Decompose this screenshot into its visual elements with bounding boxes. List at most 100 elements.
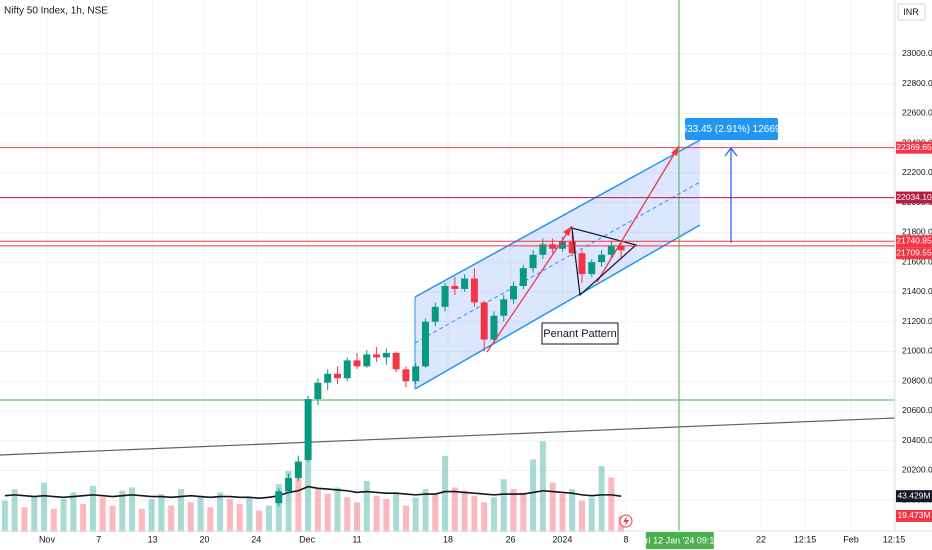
- volume-bar: [344, 497, 351, 532]
- y-tick-label: 21200.00: [902, 316, 932, 326]
- candle-body: [431, 306, 439, 322]
- volume-bar: [588, 497, 595, 532]
- x-tick-label: 24: [251, 534, 261, 544]
- price-label: 22369.65: [896, 142, 932, 152]
- candle-body: [470, 278, 478, 303]
- y-tick-label: 20200.00: [902, 465, 932, 475]
- volume-box: [896, 509, 932, 522]
- candles: [275, 232, 625, 507]
- x-tick-label: 11: [352, 534, 361, 544]
- x-tick-label: 13: [148, 534, 158, 544]
- volume-bar: [432, 494, 439, 532]
- y-tick-label: 21400.00: [902, 286, 932, 296]
- volume-bar: [50, 508, 57, 532]
- volume-bar: [608, 477, 615, 532]
- volume-bar: [89, 485, 96, 532]
- x-tick-label: 12:15: [794, 534, 817, 544]
- volume-bar: [530, 459, 537, 532]
- candle-body: [578, 253, 586, 275]
- volume-bar: [500, 479, 507, 532]
- candle-body: [480, 302, 488, 340]
- volume-bar: [354, 502, 361, 532]
- candle-body: [617, 245, 625, 251]
- crosshair-box: [645, 532, 714, 549]
- candle-body: [588, 262, 596, 275]
- candle-body: [490, 315, 498, 340]
- volume-bar: [481, 502, 488, 532]
- arrow-head: [563, 226, 572, 236]
- trend-line: [0, 417, 896, 456]
- volume-ma-label: 43.429M: [897, 490, 930, 500]
- volume-bar: [207, 507, 214, 532]
- volume-bar: [393, 492, 400, 532]
- volume-ma: [4, 485, 622, 499]
- volume-bar: [80, 503, 87, 532]
- channel-mid: [414, 181, 701, 344]
- volume-bar: [217, 492, 224, 532]
- measure-box: [685, 118, 778, 140]
- pattern-label: Penant Pattern: [543, 328, 616, 340]
- candle-body: [529, 254, 537, 269]
- y-tick-label: 22600.00: [902, 108, 932, 118]
- volume-bar: [569, 489, 576, 532]
- volume-bar: [236, 503, 243, 532]
- volume-bar: [451, 487, 458, 532]
- volume-bar: [549, 482, 556, 532]
- currency-box[interactable]: [897, 3, 926, 21]
- x-tick-label: 26: [506, 534, 516, 544]
- candle-body: [402, 369, 410, 382]
- volume-bar: [285, 470, 292, 532]
- candle-body: [294, 461, 302, 478]
- volume-bar: [334, 487, 341, 532]
- price-label-box: [896, 235, 932, 248]
- events-bolt: [623, 516, 629, 526]
- volume-bar: [490, 497, 497, 532]
- volume-bar: [187, 502, 194, 532]
- volume-bar: [1, 500, 8, 532]
- candle-body: [519, 268, 527, 286]
- price-label: 21740.85: [896, 235, 932, 245]
- volume-bar: [402, 505, 409, 532]
- volume-bar: [412, 497, 419, 532]
- candle-body: [549, 244, 557, 249]
- x-tick-label: 2024: [552, 534, 572, 544]
- x-tick-label: 7: [96, 534, 101, 544]
- candle-body: [324, 373, 332, 383]
- price-label-box: [896, 191, 932, 204]
- x-tick-label: 22: [756, 534, 766, 544]
- y-tick-label: 21800.00: [902, 227, 932, 237]
- volume-bar: [11, 489, 18, 532]
- y-tick-label: 21000.00: [902, 346, 932, 356]
- candle-body: [275, 491, 283, 504]
- volume-bar: [109, 505, 116, 532]
- price-label-box: [896, 247, 932, 260]
- volume-bar: [129, 487, 136, 532]
- price-label-box: [896, 141, 932, 154]
- price-label: 21709.55: [896, 247, 932, 257]
- volume-bar: [461, 490, 468, 532]
- x-tick-label: Dec: [299, 534, 316, 544]
- y-tick-label: 20400.00: [902, 435, 932, 445]
- x-tick-label: Nov: [39, 534, 56, 544]
- y-tick-label: 22200.00: [902, 167, 932, 177]
- candle-body: [421, 321, 429, 367]
- x-tick-label: Feb: [843, 534, 859, 544]
- volume-bar: [559, 494, 566, 532]
- candle-body: [382, 352, 390, 358]
- volume-bar: [99, 497, 106, 532]
- volume-bar: [422, 489, 429, 532]
- volume-bar: [578, 500, 585, 532]
- volume-bar: [598, 466, 605, 532]
- volume-bar: [324, 494, 331, 532]
- chart-title: Nifty 50 Index, 1h, NSE: [4, 6, 108, 17]
- candle-body: [500, 299, 508, 316]
- volume-bar: [246, 497, 253, 532]
- volume-bar: [41, 482, 48, 532]
- volume-bar: [138, 508, 145, 532]
- candle-body: [285, 477, 293, 492]
- candle-body: [510, 285, 518, 300]
- volume-bar: [314, 489, 321, 532]
- x-tick-label: 20: [199, 534, 209, 544]
- x-tick-label: 8: [624, 534, 629, 544]
- candle-body: [568, 241, 576, 254]
